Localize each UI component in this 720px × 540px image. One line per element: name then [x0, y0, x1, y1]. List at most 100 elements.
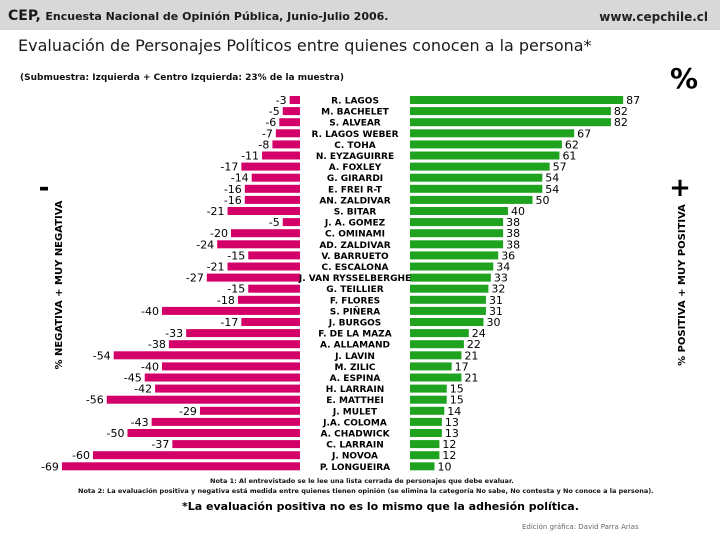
negative-value-label: -20	[210, 227, 228, 240]
negative-value-label: -15	[227, 249, 245, 262]
category-label: J. MULET	[332, 407, 378, 417]
negative-value-label: -21	[207, 205, 225, 218]
negative-value-label: -50	[107, 427, 125, 440]
negative-bars	[61, 96, 301, 471]
negative-bar	[241, 162, 300, 171]
negative-value-label: -43	[131, 416, 149, 429]
positive-value-label: 13	[445, 427, 459, 440]
category-label: C. ESCALONA	[322, 263, 389, 273]
positive-bars	[410, 96, 624, 471]
negative-value-label: -42	[134, 383, 152, 396]
positive-bar	[410, 451, 440, 460]
positive-bar	[410, 151, 560, 160]
positive-value-label: 40	[511, 205, 525, 218]
negative-value-label: -17	[220, 316, 238, 329]
negative-bar	[106, 395, 300, 404]
positive-bar	[410, 273, 491, 282]
positive-bar	[410, 340, 464, 349]
positive-bar	[410, 351, 462, 360]
positive-value-label: 17	[455, 360, 469, 373]
positive-bar	[410, 384, 447, 393]
negative-bar	[248, 251, 300, 260]
positive-bar	[410, 429, 442, 437]
positive-value-label: 67	[577, 127, 591, 140]
positive-bar	[410, 140, 562, 149]
negative-value-label: -38	[148, 338, 166, 351]
negative-bar	[231, 229, 300, 238]
negative-bar	[282, 107, 300, 116]
positive-value-label: 13	[445, 416, 459, 429]
negative-value-label: -17	[220, 161, 238, 174]
positive-bar	[410, 295, 486, 304]
header-bar	[0, 0, 720, 30]
positive-bar	[410, 373, 462, 382]
category-label: J.A. COLOMA	[322, 418, 387, 428]
category-label: S. ALVEAR	[329, 119, 381, 129]
credit: Edición gráfica: David Parra Arias	[522, 523, 639, 531]
negative-value-label: -5	[269, 105, 280, 118]
category-label: A. ALLAMAND	[320, 341, 390, 351]
subsample-note: (Submuestra: Izquierda + Centro Izquierd…	[20, 73, 344, 83]
negative-value-label: -15	[227, 283, 245, 296]
negative-bar	[289, 96, 300, 104]
header-url[interactable]: www.cepchile.cl	[599, 10, 708, 24]
positive-bar	[410, 207, 508, 215]
positive-value-label: 24	[472, 327, 486, 340]
positive-value-label: 38	[506, 227, 520, 240]
positive-value-label: 21	[464, 372, 478, 385]
negative-bar	[241, 318, 300, 326]
positive-value-label: 34	[496, 261, 510, 274]
negative-value-label: -40	[141, 305, 159, 318]
positive-bar	[410, 96, 624, 104]
header-org: CEP,	[8, 8, 41, 24]
positive-bar	[410, 362, 452, 371]
positive-bar	[410, 162, 550, 171]
positive-bar	[410, 406, 445, 415]
positive-value-label: 87	[626, 94, 640, 107]
positive-bar	[410, 395, 447, 404]
category-label: F. FLORES	[330, 296, 380, 306]
positive-bar	[410, 440, 440, 449]
negative-bar	[127, 429, 300, 437]
negative-value-label: -16	[224, 183, 242, 196]
positive-bar	[410, 251, 499, 260]
category-label: R. LAGOS WEBER	[311, 130, 398, 140]
left-axis-label: % NEGATIVA + MUY NEGATIVA	[54, 200, 65, 369]
positive-bar	[410, 184, 543, 193]
negative-value-label: -69	[41, 460, 59, 473]
negative-value-label: -45	[124, 372, 142, 385]
category-label: C. OMINAMI	[325, 230, 385, 240]
positive-bar	[410, 107, 611, 116]
category-label: G. GIRARDI	[327, 174, 383, 184]
negative-bar	[217, 240, 300, 249]
category-label: S. PIÑERA	[330, 306, 381, 317]
positive-value-label: 12	[442, 449, 456, 462]
positive-value-label: 10	[438, 460, 452, 473]
negative-bar	[279, 118, 300, 127]
positive-value-label: 32	[491, 283, 505, 296]
category-label: P. LONGUEIRA	[320, 463, 390, 473]
positive-bar	[410, 195, 533, 204]
category-label: N. EYZAGUIRRE	[316, 152, 394, 162]
positive-value-label: 54	[545, 172, 559, 185]
negative-value-label: -5	[269, 216, 280, 229]
positive-value-label: 30	[487, 316, 501, 329]
negative-bar	[244, 195, 300, 204]
category-label: S. BITAR	[334, 208, 377, 218]
negative-bar	[144, 373, 300, 382]
category-label: J. NOVOA	[331, 452, 378, 462]
positive-sign: +	[669, 173, 691, 203]
category-label: J. BURGOS	[328, 319, 382, 329]
positive-value-label: 33	[494, 272, 508, 285]
positive-value-label: 12	[442, 438, 456, 451]
category-label: G. TEILLIER	[326, 285, 384, 295]
negative-value-label: -29	[179, 405, 197, 418]
positive-value-label: 22	[467, 338, 481, 351]
positive-value-label: 36	[501, 249, 515, 262]
category-label: C. LARRAIN	[326, 441, 384, 451]
negative-value-label: -24	[196, 238, 214, 251]
negative-value-label: -8	[258, 138, 269, 151]
footnote: *La evaluación positiva no es lo mismo q…	[182, 500, 579, 513]
